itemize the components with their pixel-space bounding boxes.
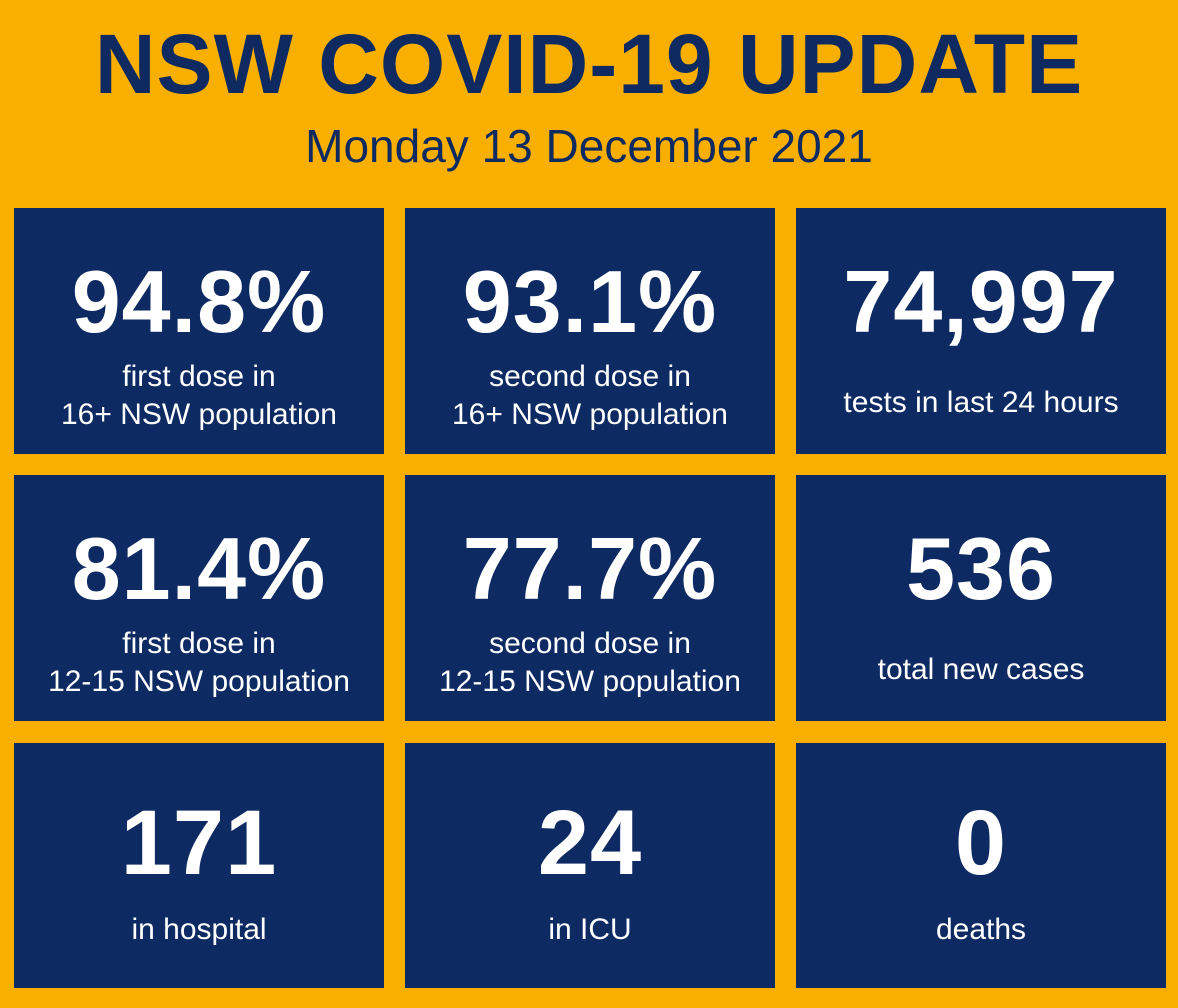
stat-value: 24 (537, 792, 643, 894)
stat-tile-hospital: 171 in hospital (14, 743, 384, 988)
stat-label-line: first dose in (122, 360, 276, 393)
page-title: NSW COVID-19 UPDATE (94, 17, 1084, 111)
stat-label: total new cases (877, 653, 1085, 686)
stat-label: in ICU (548, 913, 632, 946)
stat-label: second dose in 16+ NSW population (405, 358, 775, 434)
stat-value: 77.7% (462, 519, 718, 618)
stat-value: 536 (906, 519, 1056, 618)
stat-label: tests in last 24 hours (843, 386, 1119, 419)
stat-tile-second-dose-16plus: 93.1% second dose in 16+ NSW population (405, 208, 775, 454)
update-date: Monday 13 December 2021 (305, 120, 873, 172)
stat-value: 0 (954, 792, 1008, 894)
stat-tile-new-cases: 536 total new cases (796, 475, 1166, 721)
stat-tile-first-dose-12-15: 81.4% first dose in 12-15 NSW population (14, 475, 384, 721)
stat-tile-tests: 74,997 tests in last 24 hours (796, 208, 1166, 454)
stat-label-line: first dose in (122, 627, 276, 660)
stat-label-line: 16+ NSW population (60, 398, 337, 431)
stat-tile-first-dose-16plus: 94.8% first dose in 16+ NSW population (14, 208, 384, 454)
stat-tile-second-dose-12-15: 77.7% second dose in 12-15 NSW populatio… (405, 475, 775, 721)
stat-label: first dose in 12-15 NSW population (14, 625, 384, 701)
stat-label-line: 12-15 NSW population (439, 665, 741, 698)
stat-label: second dose in 12-15 NSW population (405, 625, 775, 701)
stat-label: deaths (935, 913, 1027, 946)
stat-value: 81.4% (71, 519, 327, 618)
stat-label: first dose in 16+ NSW population (14, 358, 384, 434)
stat-value: 171 (120, 792, 278, 894)
stat-value: 74,997 (843, 252, 1119, 351)
stat-label-line: second dose in (489, 360, 691, 393)
stat-value: 93.1% (462, 252, 718, 351)
stat-label-line: 12-15 NSW population (48, 665, 350, 698)
stat-tile-deaths: 0 deaths (796, 743, 1166, 988)
stat-label-line: second dose in (489, 627, 691, 660)
stat-label: in hospital (131, 913, 267, 946)
stat-tile-icu: 24 in ICU (405, 743, 775, 988)
stat-label-line: 16+ NSW population (451, 398, 728, 431)
stat-value: 94.8% (71, 252, 327, 351)
